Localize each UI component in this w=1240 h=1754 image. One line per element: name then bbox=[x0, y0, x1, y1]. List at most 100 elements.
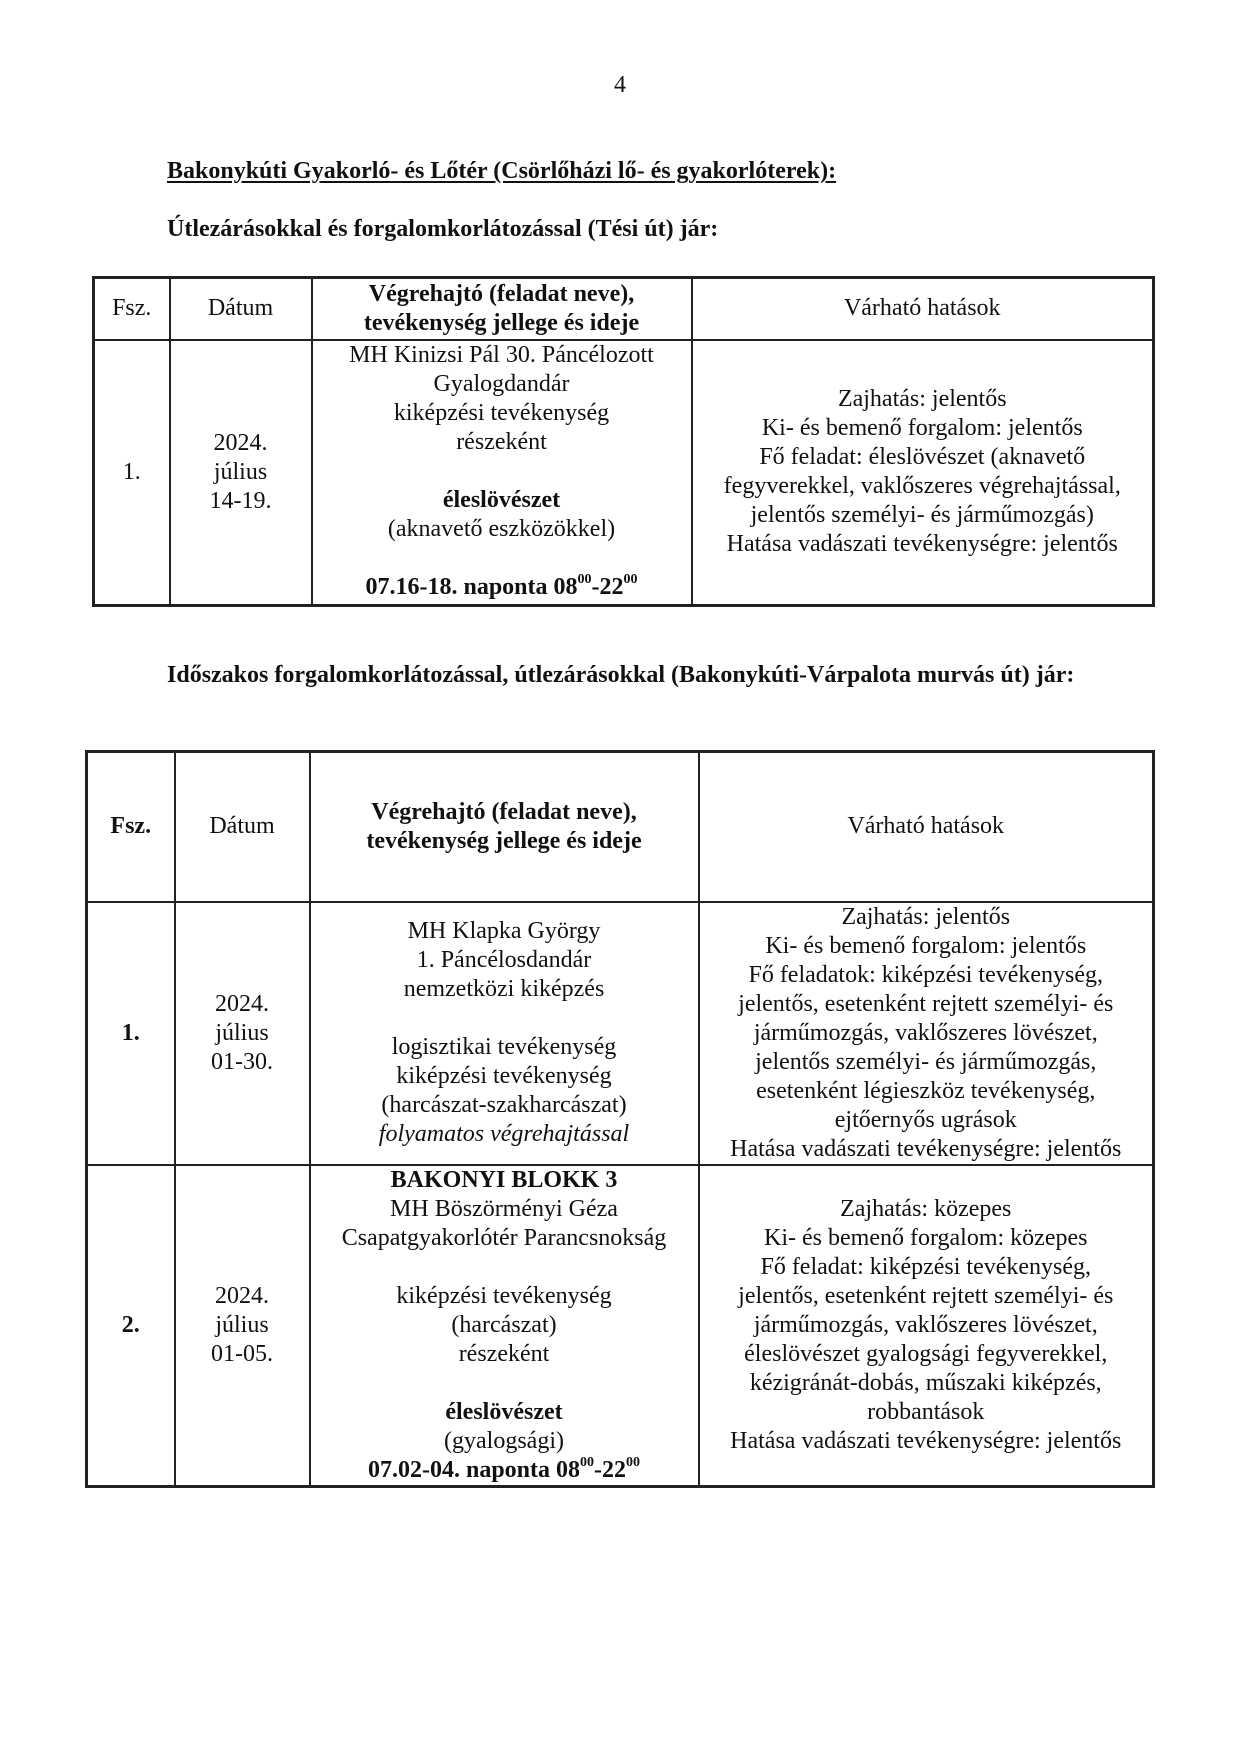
cell-line: éleslövészet bbox=[445, 1398, 563, 1425]
cell-line: fegyverekkel, vaklőszeres végrehajtással… bbox=[723, 473, 1121, 500]
header-vegrehajto: Végrehajtó (feladat neve), tevékenység je… bbox=[308, 750, 700, 903]
section1-title: Útlezárásokkal és forgalomkorlátozással … bbox=[167, 216, 719, 242]
spacer bbox=[313, 1369, 696, 1398]
cell-fsz: 1. bbox=[92, 338, 171, 607]
cell-line: folyamatos végrehajtással bbox=[378, 1121, 630, 1147]
header-datum: Dátum bbox=[168, 276, 313, 341]
time-superscript: 00 bbox=[623, 571, 638, 587]
cell-line: járműmozgás, vaklőszeres lövészet, bbox=[753, 1311, 1098, 1338]
header-vegrehajto: Végrehajtó (feladat neve), tevékenység je… bbox=[310, 276, 693, 341]
header-datum: Dátum bbox=[173, 750, 311, 903]
cell-line: Várható hatások bbox=[843, 295, 1001, 322]
cell-line: 14-19. bbox=[209, 487, 272, 514]
cell-line: BAKONYI BLOKK 3 bbox=[390, 1166, 618, 1193]
cell-line: Dátum bbox=[207, 295, 274, 322]
cell-hatasok: Zajhatás: jelentős Ki- és bemenő forgalom… bbox=[697, 900, 1155, 1166]
cell-hatasok: Zajhatás: jelentős Ki- és bemenő forgalom… bbox=[690, 338, 1155, 607]
cell-line: 07.02-04. naponta 0800-2200 bbox=[313, 1454, 696, 1485]
cell-line: 2024. bbox=[215, 990, 269, 1017]
cell-line: (harcászat) bbox=[451, 1311, 557, 1338]
cell-datum: 2024. július 01-30. bbox=[173, 900, 311, 1166]
cell-line: július bbox=[215, 1019, 269, 1046]
cell-line: robbantások bbox=[867, 1398, 985, 1425]
cell-vegrehajto: MH Kinizsi Pál 30. Páncélozott Gyalogdand… bbox=[310, 338, 693, 607]
cell-line: Fő feladatok: kiképzési tevékenység, bbox=[748, 961, 1104, 988]
cell-line: Hatása vadászati tevékenységre: jelentős bbox=[726, 531, 1118, 558]
cell-vegrehajto: BAKONYI BLOKK 3 MH Böszörményi Géza Csapat… bbox=[308, 1163, 700, 1488]
time-text: 07.02-04. naponta 08 bbox=[367, 1456, 581, 1483]
page-number: 4 bbox=[614, 72, 626, 98]
cell-datum: 2024. július 14-19. bbox=[168, 338, 313, 607]
cell-line: 01-30. bbox=[211, 1048, 273, 1075]
time-text: -22 bbox=[594, 1456, 627, 1483]
cell-line: esetenként légieszköz tevékenység, bbox=[756, 1077, 1096, 1104]
cell-line: tevékenység jellege és ideje bbox=[363, 309, 640, 336]
section1-table: Fsz. Dátum Végrehajtó (feladat neve), tev… bbox=[92, 276, 1155, 607]
cell-line: Fő feladat: kiképzési tevékenység, bbox=[760, 1253, 1092, 1280]
cell-line: kézigránát-dobás, műszaki kiképzés, bbox=[749, 1369, 1102, 1396]
section2-title: Időszakos forgalomkorlátozással, útlezár… bbox=[167, 662, 1075, 688]
cell-line: jelentős, esetenként rejtett személyi- é… bbox=[738, 990, 1114, 1017]
cell-line: Ki- és bemenő forgalom: jelentős bbox=[765, 932, 1087, 959]
spacer bbox=[315, 457, 689, 486]
cell-line: kiképzési tevékenység bbox=[393, 399, 610, 426]
cell-line: tevékenység jellege és ideje bbox=[366, 827, 642, 854]
time-text: -22 bbox=[591, 573, 624, 600]
table-row: 1. 2024. július 01-30. MH Klapka György 1. … bbox=[85, 900, 1155, 1166]
cell-line: ejtőernyős ugrások bbox=[834, 1106, 1017, 1133]
spacer bbox=[315, 544, 689, 573]
cell-line: 2. bbox=[121, 1311, 140, 1338]
header-hatasok: Várható hatások bbox=[697, 750, 1155, 903]
cell-line: július bbox=[215, 1311, 269, 1338]
cell-fsz: 2. bbox=[85, 1163, 176, 1488]
cell-line: MH Böszörményi Géza bbox=[390, 1195, 618, 1222]
header-fsz: Fsz. bbox=[92, 276, 171, 341]
cell-line: éleslövészet gyalogsági fegyverekkel, bbox=[744, 1340, 1108, 1367]
section2-table: Fsz. Dátum Végrehajtó (feladat neve), tev… bbox=[85, 750, 1155, 1488]
cell-line: 01-05. bbox=[211, 1340, 273, 1367]
table-header-row: Fsz. Dátum Végrehajtó (feladat neve), tev… bbox=[85, 750, 1155, 903]
cell-line: jelentős személyi- és járműmozgás, bbox=[755, 1048, 1097, 1075]
cell-line: Végrehajtó (feladat neve), bbox=[368, 280, 635, 307]
table-row: 1. 2024. július 14-19. MH Kinizsi Pál 30. … bbox=[92, 338, 1155, 607]
header-hatasok: Várható hatások bbox=[690, 276, 1155, 341]
cell-line: Fsz. bbox=[112, 295, 152, 322]
time-superscript: 00 bbox=[580, 1454, 595, 1470]
cell-line: részeként bbox=[458, 1340, 550, 1367]
time-superscript: 00 bbox=[577, 571, 592, 587]
time-superscript: 00 bbox=[626, 1454, 641, 1470]
cell-line: Ki- és bemenő forgalom: közepes bbox=[764, 1224, 1088, 1251]
cell-line: Gyalogdandár bbox=[433, 370, 570, 397]
cell-line: részeként bbox=[456, 428, 547, 455]
main-heading: Bakonykúti Gyakorló- és Lőtér (Csörlőház… bbox=[167, 158, 837, 184]
time-text: 07.16-18. naponta 08 bbox=[365, 573, 578, 600]
spacer bbox=[313, 1004, 696, 1033]
cell-line: (gyalogsági) bbox=[444, 1427, 564, 1454]
cell-line: jelentős, esetenként rejtett személyi- é… bbox=[738, 1282, 1114, 1309]
cell-line: kiképzési tevékenység bbox=[396, 1063, 612, 1089]
cell-line: 1. Páncélosdandár bbox=[416, 947, 592, 973]
cell-hatasok: Zajhatás: közepes Ki- és bemenő forgalom:… bbox=[697, 1163, 1155, 1488]
cell-line: Dátum bbox=[209, 813, 275, 840]
cell-line: éleslövészet bbox=[442, 486, 561, 513]
cell-line: Fsz. bbox=[110, 813, 152, 840]
cell-line: kiképzési tevékenység bbox=[396, 1282, 612, 1309]
cell-datum: 2024. július 01-05. bbox=[173, 1163, 311, 1488]
cell-line: (aknavető eszközökkel) bbox=[387, 515, 616, 542]
cell-line: Végrehajtó (feladat neve), bbox=[371, 798, 637, 825]
cell-line: (harcászat-szakharcászat) bbox=[381, 1092, 627, 1118]
cell-line: Hatása vadászati tevékenységre: jelentős bbox=[730, 1427, 1122, 1454]
cell-line: Hatása vadászati tevékenységre: jelentős bbox=[730, 1135, 1122, 1162]
cell-line: jelentős személyi- és járműmozgás) bbox=[750, 502, 1094, 529]
cell-line: 2024. bbox=[213, 429, 268, 456]
cell-line: július bbox=[213, 458, 268, 485]
cell-line: Zajhatás: jelentős bbox=[837, 386, 1007, 413]
table-header-row: Fsz. Dátum Végrehajtó (feladat neve), tev… bbox=[92, 276, 1155, 341]
cell-line: logisztikai tevékenység bbox=[391, 1034, 617, 1060]
cell-line: Ki- és bemenő forgalom: jelentős bbox=[761, 415, 1083, 442]
cell-line: 1. bbox=[121, 1019, 140, 1046]
cell-fsz: 1. bbox=[85, 900, 176, 1166]
cell-line: MH Klapka György bbox=[407, 918, 601, 944]
spacer bbox=[313, 1253, 696, 1282]
cell-line: Fő feladat: éleslövészet (aknavető bbox=[759, 444, 1086, 471]
